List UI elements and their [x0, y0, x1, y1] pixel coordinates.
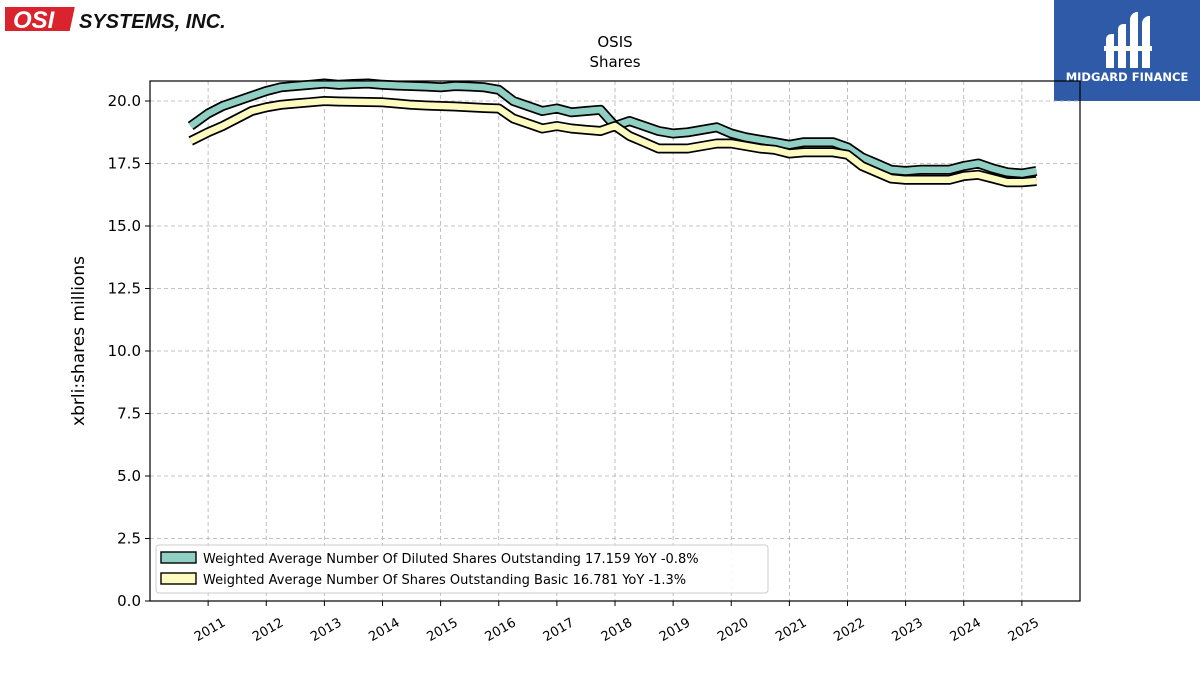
midgard-logo-svg: MIDGARD FINANCE	[1066, 12, 1189, 84]
legend-swatch-diluted	[160, 551, 197, 564]
y-axis-ticks: 0.0 2.5 5.0 7.5 10.0 12.5 15.0 17.5 20.0	[108, 92, 150, 610]
x-tick-label: 2023	[889, 615, 925, 645]
x-tick-label: 2014	[366, 615, 402, 645]
x-axis-ticks: 2011 2012 2013 2014 2015 2016 2017 2018 2019 2020…	[192, 601, 1042, 645]
x-tick-label: 2017	[541, 615, 577, 645]
x-tick-label: 2022	[831, 615, 867, 645]
x-tick-label: 2020	[715, 615, 751, 645]
series-line-1	[189, 97, 1037, 186]
y-tick-label: 15.0	[108, 217, 141, 235]
legend-box	[155, 544, 769, 594]
logo-red-block	[0, 7, 75, 31]
y-tick-label: 17.5	[108, 155, 141, 173]
y-axis-label: xbrli:shares millions	[69, 256, 89, 426]
y-tick-label: 5.0	[117, 467, 141, 485]
x-tick-label: 2012	[250, 615, 286, 645]
x-tick-label: 2015	[424, 615, 460, 645]
brand-logo-text: MIDGARD FINANCE	[1066, 70, 1189, 84]
midgard-finance-logo: MIDGARD FINANCE	[1054, 0, 1200, 101]
legend-swatch-basic	[160, 572, 197, 585]
osi-systems-logo: OSI SYSTEMS, INC.	[0, 6, 240, 34]
y-tick-label: 20.0	[108, 92, 141, 110]
grid-lines	[150, 81, 1080, 602]
legend-label-basic: Weighted Average Number Of Shares Outsta…	[203, 573, 686, 588]
y-tick-label: 0.0	[117, 592, 141, 610]
x-tick-label: 2025	[1006, 615, 1042, 645]
y-tick-label: 2.5	[117, 530, 141, 548]
midgard-emblem-icon	[1104, 12, 1152, 68]
series-lines	[187, 78, 1038, 188]
x-tick-label: 2024	[948, 615, 984, 645]
logo-mark-text: OSI	[13, 7, 56, 34]
x-tick-label: 2019	[657, 615, 693, 645]
y-tick-label: 12.5	[108, 280, 141, 298]
x-tick-label: 2018	[599, 615, 635, 645]
chart-title: OSIS	[597, 33, 632, 51]
y-tick-label: 7.5	[117, 405, 141, 423]
logo-name-text: SYSTEMS, INC.	[79, 11, 226, 33]
x-tick-label: 2021	[773, 615, 809, 645]
chart-legend: Weighted Average Number Of Diluted Share…	[155, 544, 769, 594]
y-tick-label: 10.0	[108, 342, 141, 360]
osi-logo-svg: OSI SYSTEMS, INC.	[0, 7, 226, 34]
x-tick-label: 2013	[308, 615, 344, 645]
chart-subtitle: Shares	[589, 53, 640, 71]
x-tick-label: 2016	[483, 615, 519, 645]
x-tick-label: 2011	[192, 615, 228, 645]
legend-label-diluted: Weighted Average Number Of Diluted Share…	[203, 552, 699, 567]
